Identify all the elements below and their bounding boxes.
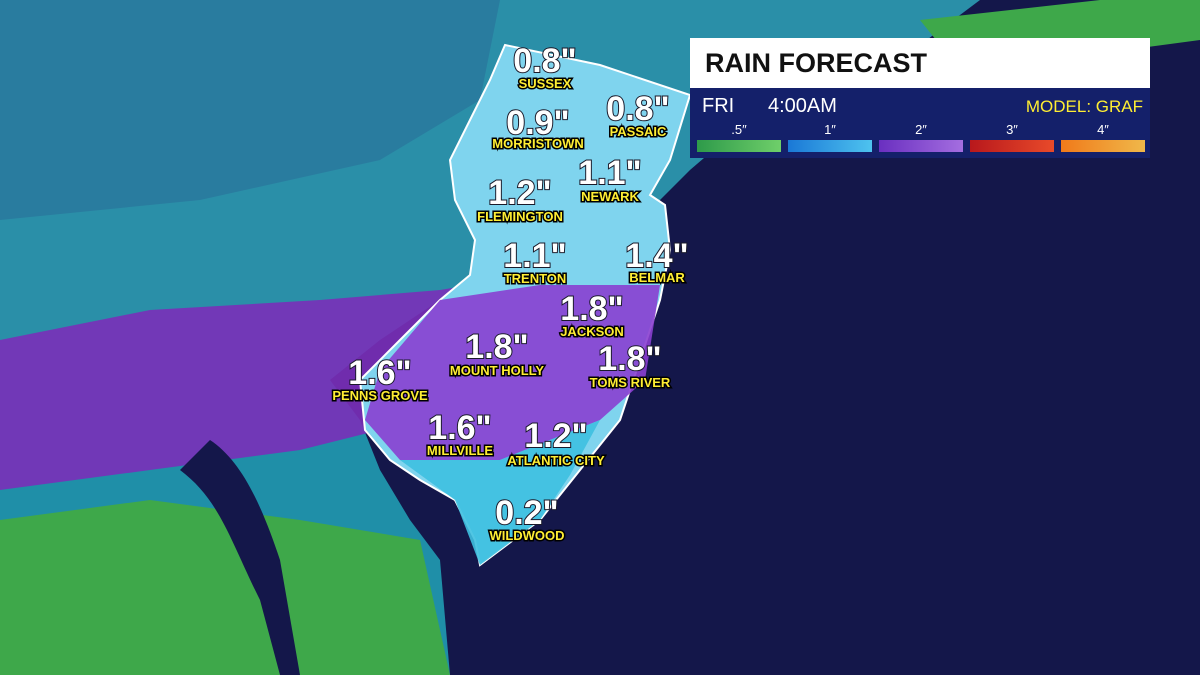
green-rain — [0, 500, 450, 675]
city-name: MORRISTOWN — [492, 136, 583, 151]
rain-amount: 1.8" — [465, 328, 528, 366]
city-name: ATLANTIC CITY — [507, 453, 605, 468]
rain-amount: 1.6" — [348, 354, 411, 392]
land-shade — [0, 0, 500, 220]
labels: 0.8"SUSSEX0.9"MORRISTOWN0.8"PASSAIC1.1"N… — [331, 41, 690, 545]
legend-swatch — [970, 140, 1054, 152]
legend-label: 3″ — [1006, 122, 1018, 137]
city-name: PENNS GROVE — [332, 388, 428, 403]
legend-label: .5″ — [731, 122, 747, 137]
legend-label: 2″ — [915, 122, 927, 137]
legend-label: 4″ — [1097, 122, 1109, 137]
city-name: TRENTON — [504, 271, 567, 286]
rain-amount: 1.8" — [560, 290, 623, 328]
rain-amount: 1.4" — [625, 237, 688, 275]
rain-amount: 0.9" — [506, 104, 569, 142]
nj-purple — [365, 285, 660, 460]
city-name: BELMAR — [629, 270, 685, 285]
bay — [180, 440, 300, 675]
city-name: FLEMINGTON — [477, 209, 563, 224]
rain-amount: 1.1" — [578, 154, 641, 192]
legend-swatch — [1061, 140, 1145, 152]
legend-swatch — [879, 140, 963, 152]
city-name: PASSAIC — [610, 124, 667, 139]
legend-swatch — [697, 140, 781, 152]
city-name: MILLVILLE — [427, 443, 494, 458]
city-name: MOUNT HOLLY — [450, 363, 544, 378]
panel-title: RAIN FORECAST — [705, 48, 928, 78]
rain-amount: 1.1" — [503, 237, 566, 275]
city-name: SUSSEX — [519, 76, 572, 91]
rain-amount: 1.6" — [428, 409, 491, 447]
nj-south — [400, 420, 600, 565]
legend-swatch — [788, 140, 872, 152]
rain-amount: 0.8" — [606, 90, 669, 128]
rain-amount: 1.2" — [488, 174, 551, 212]
rain-amount: 0.2" — [495, 494, 558, 532]
city-name: TOMS RIVER — [590, 375, 671, 390]
city-name: WILDWOOD — [489, 528, 564, 543]
rain-amount: 0.8" — [513, 42, 576, 80]
rain-amount: 1.2" — [524, 417, 587, 455]
legend: .5″ 1″ 2″ 3″ 4″ — [697, 122, 1145, 152]
legend-label: 1″ — [824, 122, 836, 137]
rain-amount: 1.8" — [598, 340, 661, 378]
city-name: JACKSON — [560, 324, 624, 339]
city-name: NEWARK — [581, 189, 639, 204]
time: 4:00AM — [768, 95, 837, 117]
model: MODEL: GRAF — [1026, 97, 1143, 116]
panel-title-bg — [690, 38, 1150, 88]
day: FRI — [702, 95, 734, 117]
purple-band — [0, 280, 500, 490]
